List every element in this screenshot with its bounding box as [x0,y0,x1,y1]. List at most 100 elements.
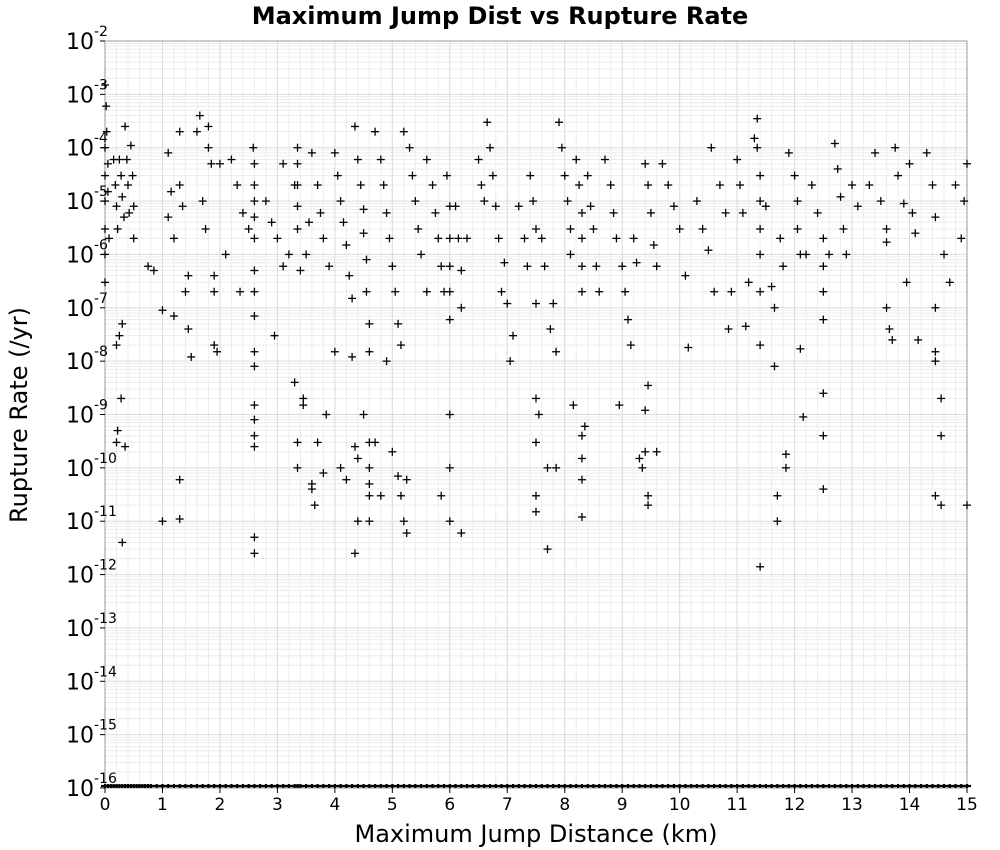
data-point [554,118,563,127]
y-tick-base: 10 [66,564,94,589]
y-tick-base: 10 [66,297,94,322]
data-point [600,155,609,164]
data-point [577,512,586,521]
data-point [129,234,138,243]
data-point [293,143,302,152]
data-point [365,479,374,488]
data-point [164,213,173,222]
data-point [569,401,578,410]
data-point [618,262,627,271]
data-point [250,549,259,558]
data-point [118,319,127,328]
data-point [770,362,779,371]
data-point [119,213,128,222]
y-tick-exponent: -10 [94,451,117,467]
y-tick-base: 10 [66,137,94,162]
data-point [101,171,109,180]
data-point [549,299,558,308]
data-point [543,545,552,554]
y-tick-label: 10-14 [66,664,117,695]
data-point [227,155,236,164]
data-point [198,197,207,206]
data-point [727,287,736,296]
data-point [158,306,167,315]
data-point [250,197,259,206]
data-point [261,197,270,206]
data-point [963,501,971,510]
data-point [250,181,259,190]
data-point [566,250,575,259]
data-point [345,271,354,280]
x-tick-label: 13 [841,795,863,815]
data-point [365,491,374,500]
data-point [704,246,713,255]
data-point [842,250,851,259]
data-point [353,454,362,463]
y-tick-exponent: -15 [94,718,117,734]
data-point [457,529,466,538]
data-point [710,287,719,296]
data-point [885,325,894,334]
y-tick-base: 10 [66,243,94,268]
data-point [649,241,658,250]
y-axis-title: Rupture Rate (/yr) [5,307,33,523]
data-point [250,213,259,222]
data-point [937,501,946,510]
data-point [175,475,184,484]
data-point [270,331,279,340]
y-tick-base: 10 [66,190,94,215]
data-point [175,515,184,524]
data-point [557,143,566,152]
data-point [184,325,193,334]
data-point [756,341,765,350]
y-tick-base: 10 [66,83,94,108]
data-point [250,362,259,371]
data-point [101,278,109,287]
data-point [350,549,359,558]
data-point [391,287,400,296]
data-point [417,250,426,259]
data-point [293,438,302,447]
data-point [799,412,808,421]
data-point [914,335,923,344]
data-point [123,181,132,190]
data-point [437,491,446,500]
data-point [149,266,158,275]
data-point [101,80,109,89]
data-point [756,197,765,206]
data-point [853,202,862,211]
data-point [250,415,259,424]
data-point [756,562,765,571]
data-point [957,234,966,243]
y-tick-label: 10-3 [66,77,108,108]
data-point [520,234,529,243]
data-point [113,426,122,435]
data-point [319,469,328,478]
y-tick-label: 10-6 [66,237,108,268]
y-tick-exponent: -11 [94,504,117,520]
data-point [641,447,650,456]
data-point [931,303,940,312]
data-point [773,517,782,526]
data-point [781,450,790,459]
data-point [207,159,216,168]
data-point [477,181,486,190]
y-tick-exponent: -8 [94,344,108,360]
data-point [359,205,368,214]
data-point [532,394,540,403]
data-point [112,341,121,350]
data-point [250,401,259,410]
data-point [779,262,788,271]
data-point [575,181,584,190]
data-point [488,171,497,180]
data-point [532,491,540,500]
y-tick-base: 10 [66,510,94,535]
data-point [577,431,586,440]
data-point [715,181,724,190]
data-point [213,347,222,356]
y-tick-base: 10 [66,30,94,55]
data-point [457,303,466,312]
data-point [609,208,618,217]
data-point [215,159,224,168]
data-point [169,312,178,321]
